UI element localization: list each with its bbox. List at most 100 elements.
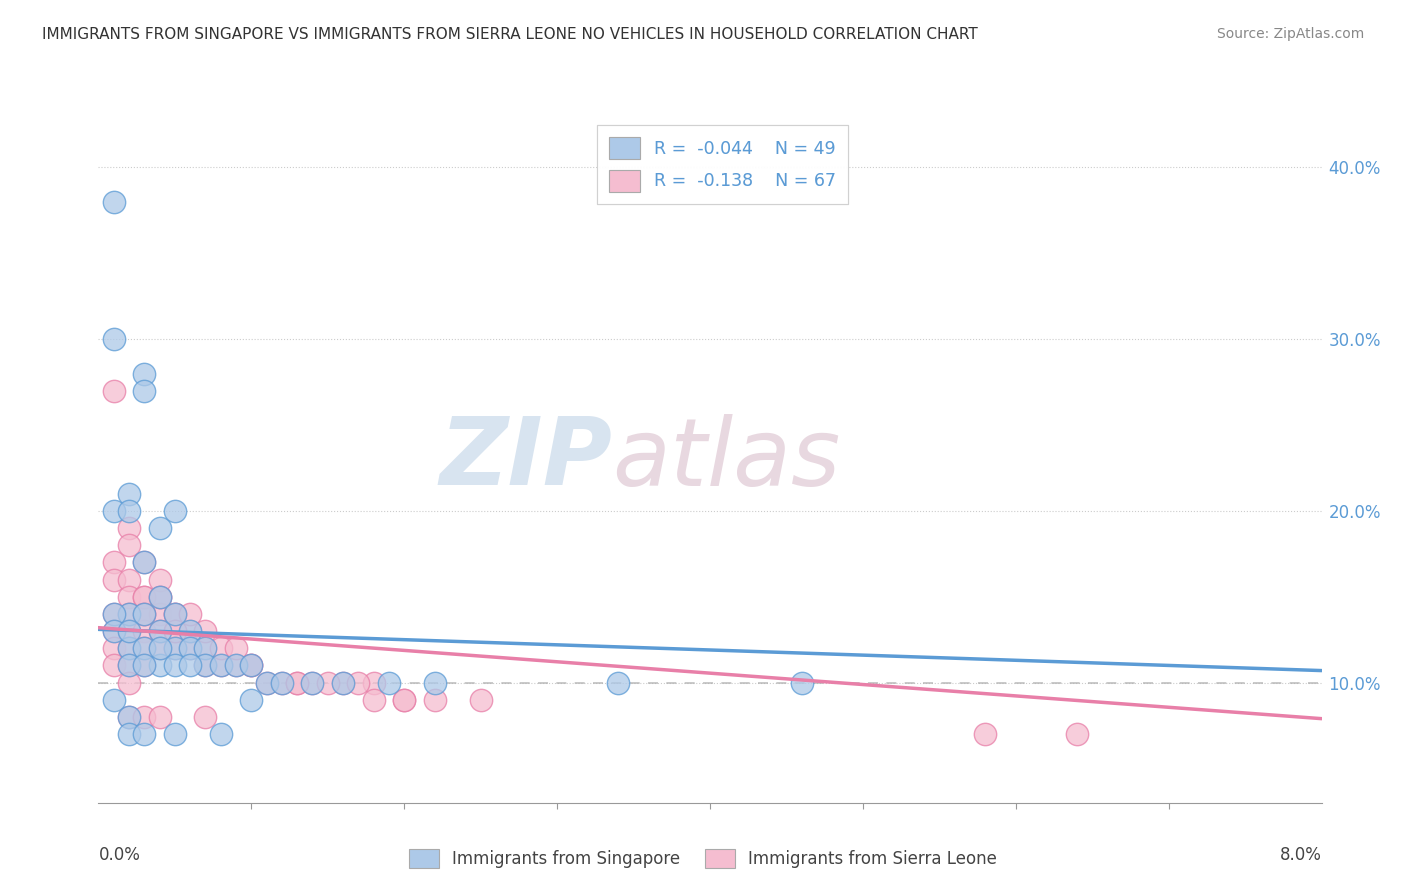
Point	[118, 538, 141, 552]
Point	[134, 590, 156, 604]
Point	[301, 675, 323, 690]
Point	[103, 384, 125, 398]
Text: ZIP: ZIP	[439, 413, 612, 506]
Point	[470, 692, 492, 706]
Point	[118, 487, 141, 501]
Point	[209, 658, 232, 673]
Point	[270, 675, 294, 690]
Point	[149, 624, 172, 639]
Point	[209, 658, 232, 673]
Point	[240, 658, 263, 673]
Point	[974, 727, 997, 741]
Point	[1066, 727, 1088, 741]
Point	[118, 607, 141, 621]
Point	[285, 675, 308, 690]
Point	[103, 607, 125, 621]
Point	[149, 590, 172, 604]
Point	[149, 607, 172, 621]
Point	[103, 504, 125, 518]
Point	[194, 658, 217, 673]
Point	[118, 641, 141, 656]
Point	[163, 624, 186, 639]
Point	[149, 573, 172, 587]
Point	[134, 367, 156, 381]
Point	[256, 675, 278, 690]
Point	[363, 675, 385, 690]
Point	[149, 590, 172, 604]
Point	[790, 675, 813, 690]
Point	[134, 555, 156, 570]
Point	[103, 607, 125, 621]
Point	[149, 641, 172, 656]
Point	[149, 590, 172, 604]
Point	[134, 641, 156, 656]
Point	[316, 675, 339, 690]
Point	[240, 658, 263, 673]
Point	[118, 590, 141, 604]
Point	[194, 641, 217, 656]
Point	[134, 641, 156, 656]
Point	[179, 624, 201, 639]
Text: Source: ZipAtlas.com: Source: ZipAtlas.com	[1216, 27, 1364, 41]
Point	[163, 727, 186, 741]
Point	[134, 607, 156, 621]
Point	[118, 573, 141, 587]
Point	[149, 710, 172, 724]
Point	[194, 658, 217, 673]
Point	[103, 624, 125, 639]
Point	[392, 692, 416, 706]
Point	[392, 692, 416, 706]
Point	[134, 384, 156, 398]
Text: IMMIGRANTS FROM SINGAPORE VS IMMIGRANTS FROM SIERRA LEONE NO VEHICLES IN HOUSEHO: IMMIGRANTS FROM SINGAPORE VS IMMIGRANTS …	[42, 27, 979, 42]
Point	[118, 641, 141, 656]
Point	[134, 710, 156, 724]
Point	[134, 555, 156, 570]
Point	[134, 624, 156, 639]
Point	[134, 607, 156, 621]
Point	[149, 521, 172, 535]
Text: 0.0%: 0.0%	[98, 846, 141, 863]
Point	[163, 641, 186, 656]
Point	[118, 710, 141, 724]
Point	[163, 624, 186, 639]
Point	[179, 641, 201, 656]
Point	[194, 710, 217, 724]
Point	[240, 658, 263, 673]
Point	[285, 675, 308, 690]
Point	[103, 641, 125, 656]
Point	[423, 692, 446, 706]
Point	[607, 675, 630, 690]
Point	[134, 658, 156, 673]
Point	[194, 624, 217, 639]
Point	[225, 658, 247, 673]
Point	[149, 624, 172, 639]
Point	[225, 658, 247, 673]
Point	[163, 504, 186, 518]
Point	[163, 607, 186, 621]
Point	[225, 641, 247, 656]
Point	[270, 675, 294, 690]
Point	[179, 641, 201, 656]
Point	[179, 658, 201, 673]
Text: atlas: atlas	[612, 414, 841, 505]
Point	[347, 675, 370, 690]
Point	[118, 675, 141, 690]
Legend: Immigrants from Singapore, Immigrants from Sierra Leone: Immigrants from Singapore, Immigrants fr…	[402, 842, 1004, 875]
Point	[209, 641, 232, 656]
Point	[134, 607, 156, 621]
Point	[163, 607, 186, 621]
Point	[163, 607, 186, 621]
Point	[194, 641, 217, 656]
Point	[134, 658, 156, 673]
Point	[163, 658, 186, 673]
Point	[103, 555, 125, 570]
Point	[103, 658, 125, 673]
Text: 8.0%: 8.0%	[1279, 846, 1322, 863]
Point	[118, 607, 141, 621]
Point	[118, 710, 141, 724]
Point	[103, 332, 125, 346]
Point	[332, 675, 354, 690]
Point	[118, 658, 141, 673]
Point	[118, 658, 141, 673]
Point	[179, 607, 201, 621]
